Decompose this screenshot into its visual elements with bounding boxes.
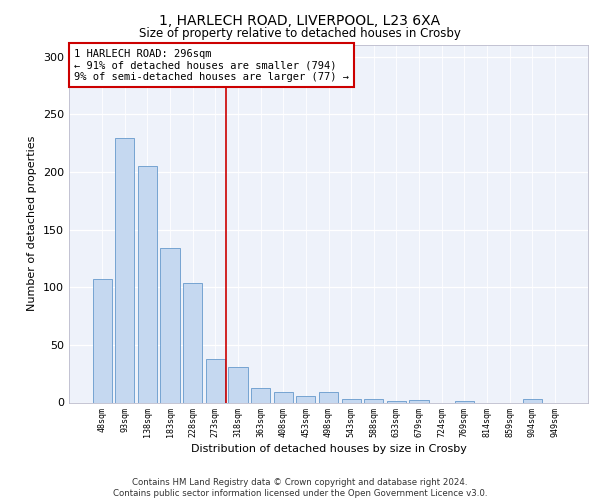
Text: 1, HARLECH ROAD, LIVERPOOL, L23 6XA: 1, HARLECH ROAD, LIVERPOOL, L23 6XA [160, 14, 440, 28]
Bar [319, 392, 338, 402]
Bar [409, 400, 428, 402]
Bar [183, 282, 202, 403]
Bar [274, 392, 293, 402]
Bar [115, 138, 134, 402]
Bar [92, 279, 112, 402]
Bar [251, 388, 270, 402]
Bar [138, 166, 157, 402]
Bar [341, 399, 361, 402]
Bar [206, 358, 225, 403]
Bar [229, 367, 248, 402]
Bar [296, 396, 316, 402]
X-axis label: Distribution of detached houses by size in Crosby: Distribution of detached houses by size … [191, 444, 466, 454]
Bar [364, 399, 383, 402]
Text: Contains HM Land Registry data © Crown copyright and database right 2024.
Contai: Contains HM Land Registry data © Crown c… [113, 478, 487, 498]
Y-axis label: Number of detached properties: Number of detached properties [28, 136, 37, 312]
Text: 1 HARLECH ROAD: 296sqm
← 91% of detached houses are smaller (794)
9% of semi-det: 1 HARLECH ROAD: 296sqm ← 91% of detached… [74, 48, 349, 82]
Bar [160, 248, 180, 402]
Bar [523, 399, 542, 402]
Text: Size of property relative to detached houses in Crosby: Size of property relative to detached ho… [139, 28, 461, 40]
